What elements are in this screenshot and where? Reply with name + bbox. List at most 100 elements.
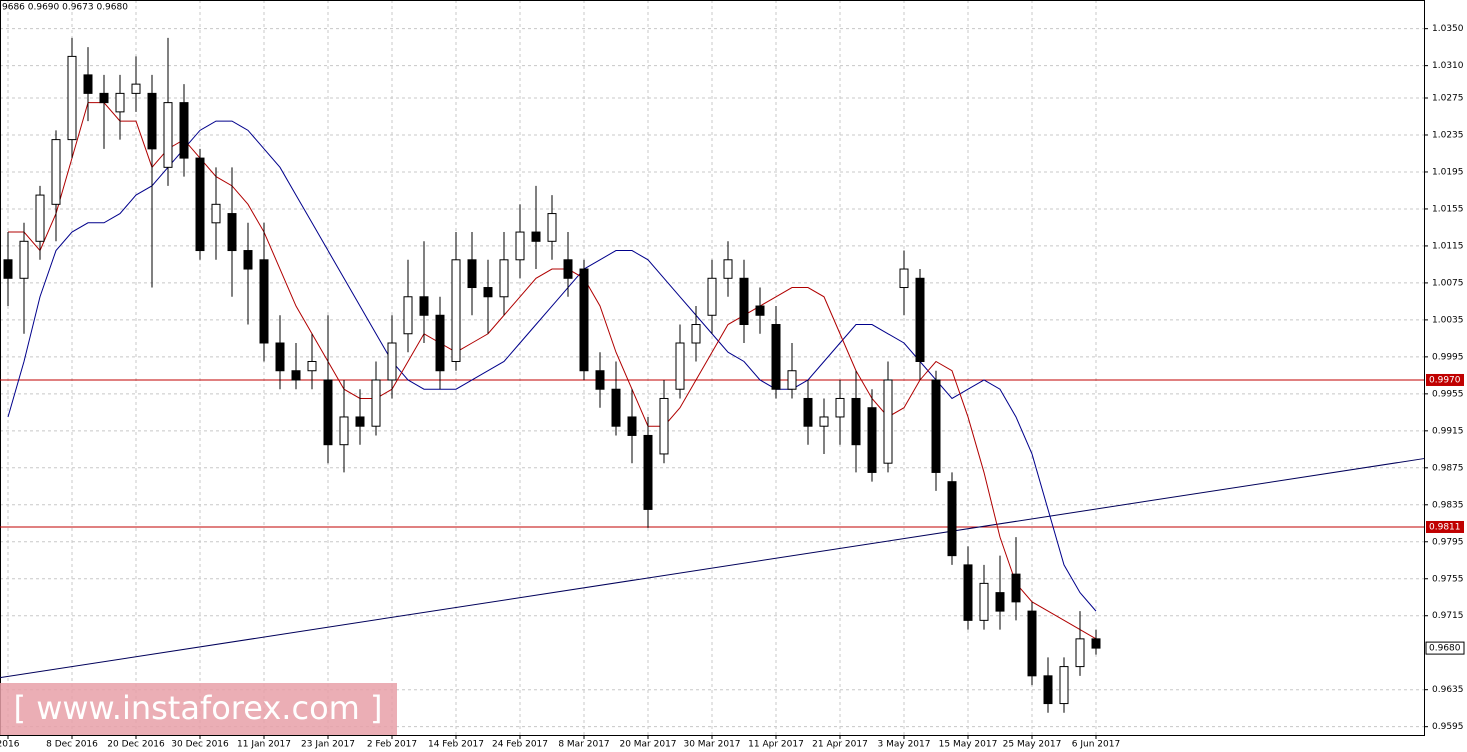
candle-body <box>915 277 925 362</box>
candle-body <box>3 259 13 279</box>
candle-body <box>979 582 989 621</box>
candle-body <box>291 370 301 381</box>
x-tick-label: 11 Jan 2017 <box>237 740 291 750</box>
candle-body <box>1011 573 1021 603</box>
x-tick-label: 15 May 2017 <box>939 740 998 750</box>
candle-body <box>1075 638 1085 668</box>
candle-body <box>595 370 605 390</box>
x-tick-label: 23 Jan 2017 <box>301 740 355 750</box>
x-tick-label: 2 Feb 2017 <box>367 740 417 750</box>
candle-body <box>739 277 749 326</box>
candle-body <box>323 379 333 446</box>
trendline <box>0 458 1425 679</box>
x-tick-label: 30 Mar 2017 <box>683 740 740 750</box>
candle-body <box>883 379 893 464</box>
candle-body <box>579 268 589 372</box>
candle-body <box>131 83 141 94</box>
candle-body <box>275 342 285 372</box>
candle-body <box>835 397 845 418</box>
y-tick-label: 0.9715 <box>1432 611 1464 621</box>
candle-body <box>115 92 125 113</box>
x-tick-label: 3 May 2017 <box>878 740 931 750</box>
candle-body <box>787 370 797 390</box>
candle-body <box>707 277 717 316</box>
candle-body <box>435 314 445 372</box>
candle-body <box>515 231 525 261</box>
candle-body <box>211 203 221 224</box>
candle-body <box>531 231 541 242</box>
candle-body <box>723 259 733 279</box>
y-tick-label: 0.9795 <box>1432 537 1464 547</box>
candle-body <box>99 92 109 104</box>
y-tick-label: 1.0155 <box>1432 204 1464 214</box>
plot-frame <box>0 0 1425 736</box>
header-quote: 9686 0.9690 0.9673 0.9680 <box>2 3 128 13</box>
x-tick-label: 8 Mar 2017 <box>558 740 609 750</box>
candle-body <box>659 397 669 455</box>
candle-body <box>499 259 509 298</box>
y-tick-label: 0.9995 <box>1432 352 1464 362</box>
x-tick-label: 14 Feb 2017 <box>428 740 484 750</box>
candle-body <box>803 397 813 427</box>
candle-body <box>611 388 621 427</box>
candle-body <box>195 157 205 252</box>
candle-body <box>307 360 317 372</box>
candle-body <box>19 240 29 279</box>
y-tick-label: 1.0075 <box>1432 278 1464 288</box>
candle-body <box>851 397 861 446</box>
candle-body <box>931 379 941 473</box>
y-tick-label: 1.0275 <box>1432 94 1464 104</box>
y-tick-label: 1.0035 <box>1432 315 1464 325</box>
candle-body <box>355 416 365 427</box>
y-tick-label: 0.9915 <box>1432 426 1464 436</box>
candle-body <box>419 296 429 316</box>
level-tag <box>1426 373 1464 386</box>
price-label: 0.9680 <box>1429 644 1461 654</box>
candle-body <box>179 102 189 159</box>
x-tick-label: 2016 <box>0 740 20 750</box>
candle-body <box>627 416 637 436</box>
candle-body <box>899 268 909 289</box>
candle-body <box>691 324 701 344</box>
candle-body <box>995 592 1005 612</box>
y-tick-label: 0.9595 <box>1432 722 1464 732</box>
candle-body <box>755 305 765 316</box>
candle-body <box>483 287 493 298</box>
y-tick-label: 1.0235 <box>1432 130 1464 140</box>
y-tick-label: 1.0115 <box>1432 241 1464 251</box>
candle-body <box>67 55 77 141</box>
price-tag <box>1425 641 1465 655</box>
x-tick-label: 6 Jun 2017 <box>1072 740 1120 750</box>
candle-body <box>467 259 477 289</box>
level-tag <box>1426 520 1464 533</box>
y-tick-label: 1.0310 <box>1432 61 1464 71</box>
x-tick-label: 20 Mar 2017 <box>619 740 676 750</box>
candle-body <box>1027 610 1037 677</box>
candle-body <box>243 250 253 270</box>
candle-body <box>163 102 173 168</box>
candle-body <box>1043 675 1053 705</box>
candle-body <box>867 407 877 473</box>
candle-body <box>147 92 157 150</box>
candle-body <box>51 139 61 205</box>
x-tick-label: 8 Dec 2016 <box>46 740 98 750</box>
watermark-box <box>0 683 397 735</box>
candle-body <box>963 564 973 621</box>
candle-body <box>675 342 685 390</box>
x-tick-label: 20 Dec 2016 <box>107 740 165 750</box>
candle-body <box>227 213 237 252</box>
candle-body <box>1091 638 1101 649</box>
candle-body <box>371 379 381 427</box>
candle-body <box>771 324 781 390</box>
candle-body <box>339 416 349 446</box>
y-tick-label: 1.0195 <box>1432 167 1464 177</box>
candle-body <box>83 74 93 94</box>
y-tick-label: 0.9955 <box>1432 389 1464 399</box>
candle-body <box>259 259 269 344</box>
level-label: 0.9811 <box>1429 522 1461 532</box>
candle-body <box>547 213 557 242</box>
candle-body <box>451 259 461 362</box>
candle-body <box>643 434 653 510</box>
candle-body <box>947 481 957 557</box>
